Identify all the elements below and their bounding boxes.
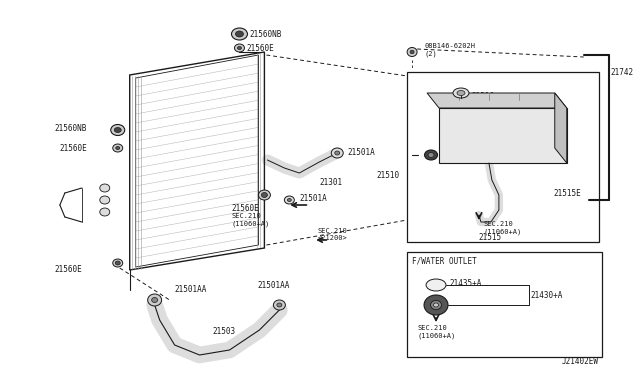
- Text: J21402EW: J21402EW: [562, 357, 598, 366]
- Bar: [407, 252, 602, 357]
- Ellipse shape: [424, 295, 448, 315]
- Text: 08B146-6202H
(2): 08B146-6202H (2): [424, 43, 475, 57]
- Ellipse shape: [113, 144, 123, 152]
- Ellipse shape: [100, 184, 109, 192]
- Ellipse shape: [433, 303, 438, 307]
- Ellipse shape: [287, 199, 291, 202]
- Ellipse shape: [111, 125, 125, 135]
- Text: SEC.210
(11060+A): SEC.210 (11060+A): [417, 325, 455, 339]
- Ellipse shape: [152, 298, 157, 302]
- Text: 21301: 21301: [319, 177, 342, 186]
- Polygon shape: [555, 93, 567, 163]
- Text: 21560E: 21560E: [232, 203, 259, 212]
- Ellipse shape: [424, 150, 438, 160]
- Ellipse shape: [116, 147, 120, 150]
- Text: 21515: 21515: [479, 232, 502, 241]
- Ellipse shape: [426, 279, 446, 291]
- Ellipse shape: [431, 301, 442, 310]
- Ellipse shape: [332, 148, 343, 158]
- Ellipse shape: [335, 151, 340, 155]
- Text: 21742: 21742: [611, 67, 634, 77]
- Ellipse shape: [457, 90, 465, 96]
- Bar: [407, 72, 598, 242]
- Text: 21510: 21510: [376, 170, 399, 180]
- Ellipse shape: [237, 46, 241, 49]
- Text: SEC.210
<21200>: SEC.210 <21200>: [317, 228, 347, 241]
- Text: 21501AA: 21501AA: [257, 280, 290, 289]
- Ellipse shape: [273, 300, 285, 310]
- Ellipse shape: [232, 28, 248, 40]
- Ellipse shape: [115, 261, 120, 265]
- Ellipse shape: [410, 50, 414, 54]
- Text: SEC.210
(11060+A): SEC.210 (11060+A): [484, 221, 522, 235]
- Text: 21435+A: 21435+A: [449, 279, 481, 288]
- Text: 21430+A: 21430+A: [531, 292, 563, 301]
- Text: 21560NB: 21560NB: [250, 29, 282, 38]
- Ellipse shape: [148, 294, 162, 306]
- Bar: [439, 108, 567, 163]
- Text: 21501A: 21501A: [300, 193, 327, 202]
- Polygon shape: [427, 93, 567, 108]
- Text: 21501A: 21501A: [348, 148, 375, 157]
- Text: SEC.210
(11060+A): SEC.210 (11060+A): [232, 213, 269, 227]
- Text: 21560E: 21560E: [55, 266, 83, 275]
- Ellipse shape: [115, 128, 121, 132]
- Text: F/WATER OUTLET: F/WATER OUTLET: [412, 257, 477, 266]
- Text: 21560E: 21560E: [246, 44, 274, 52]
- Text: 21560E: 21560E: [60, 144, 88, 153]
- Ellipse shape: [236, 31, 243, 37]
- Ellipse shape: [113, 259, 123, 267]
- Text: 21503: 21503: [212, 327, 236, 337]
- Ellipse shape: [234, 44, 244, 52]
- Ellipse shape: [284, 196, 294, 204]
- Ellipse shape: [259, 190, 270, 200]
- Ellipse shape: [428, 153, 434, 157]
- Text: 21560NB: 21560NB: [55, 124, 87, 132]
- Ellipse shape: [453, 88, 469, 98]
- Text: 21516: 21516: [471, 92, 494, 100]
- Ellipse shape: [277, 303, 282, 307]
- Ellipse shape: [261, 192, 268, 198]
- Text: 21501AA: 21501AA: [175, 285, 207, 295]
- Ellipse shape: [407, 48, 417, 57]
- Text: 21515E: 21515E: [554, 189, 582, 198]
- Ellipse shape: [100, 196, 109, 204]
- Ellipse shape: [100, 208, 109, 216]
